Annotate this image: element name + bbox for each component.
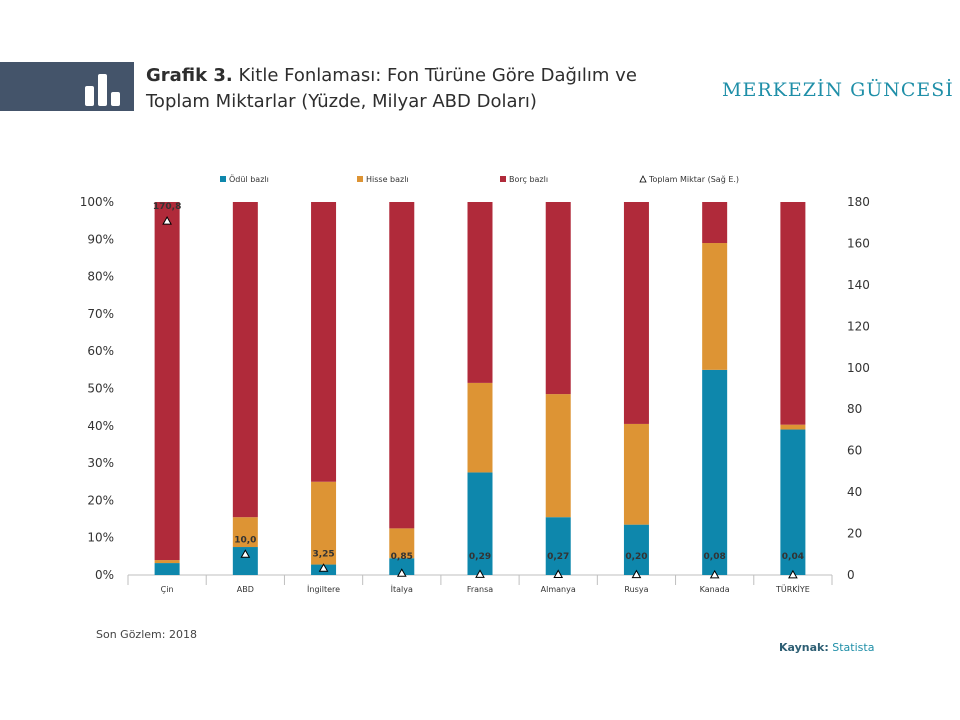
bar-2-0	[154, 202, 180, 561]
last-observation-note: Son Gözlem: 2018	[96, 628, 197, 641]
bar-1-5	[545, 394, 571, 518]
total-data-label: 0,08	[704, 552, 726, 562]
total-data-label: 10,0	[234, 535, 256, 545]
legend-swatch-2	[500, 176, 506, 182]
x-tick-label: Kanada	[700, 585, 730, 594]
bar-2-5	[545, 202, 571, 395]
y-right-tick-label: 140	[847, 278, 870, 292]
total-marker	[631, 569, 642, 579]
total-data-label: 0,04	[782, 552, 804, 562]
y-left-tick-label: 100%	[80, 195, 114, 209]
total-data-label: 170,8	[153, 202, 181, 212]
y-right-tick-label: 120	[847, 319, 870, 333]
total-data-label: 3,25	[312, 549, 334, 559]
y-left-tick-label: 30%	[87, 456, 114, 470]
legend-label-2: Borç bazlı	[509, 175, 548, 184]
y-left-tick-label: 20%	[87, 493, 114, 507]
y-left-tick-label: 60%	[87, 344, 114, 358]
legend-label-total: Toplam Miktar (Sağ E.)	[648, 175, 739, 184]
bar-2-8	[780, 202, 806, 425]
bar-1-2	[311, 481, 337, 565]
y-right-tick-label: 40	[847, 485, 862, 499]
y-left-tick-label: 90%	[87, 232, 114, 246]
source-label: Kaynak:	[779, 641, 829, 654]
legend-label-0: Ödül bazlı	[229, 174, 269, 184]
x-tick-label: İtalya	[391, 584, 413, 594]
bar-0-5	[545, 517, 571, 575]
bar-1-1	[232, 517, 258, 548]
bar-0-6	[623, 524, 649, 575]
chart-title-text: Kitle Fonlaması: Fon Türüne Göre Dağılım…	[146, 65, 637, 112]
x-tick-label: Fransa	[467, 585, 493, 594]
total-data-label: 0,29	[469, 552, 491, 562]
bar-1-8	[780, 424, 806, 430]
bar-1-4	[467, 382, 493, 473]
total-marker	[709, 569, 720, 579]
bar-2-1	[232, 202, 258, 518]
y-right-tick-label: 100	[847, 361, 870, 375]
total-data-label: 0,27	[547, 552, 569, 562]
total-marker	[475, 569, 485, 578]
y-right-tick-label: 60	[847, 444, 862, 458]
brand-logo-text: MERKEZİN GÜNCESİ	[722, 79, 954, 101]
chart-area: Ödül bazlı Hisse bazlı Borç bazlı Toplam Mi…	[60, 165, 900, 605]
y-left-tick-label: 50%	[87, 382, 114, 396]
total-data-label: 0,85	[391, 552, 413, 562]
bar-0-4	[467, 472, 493, 575]
bar-1-0	[154, 560, 180, 564]
bar-0-8	[780, 429, 806, 575]
total-marker	[788, 569, 798, 579]
chart-title: Grafik 3. Kitle Fonlaması: Fon Türüne Gö…	[146, 63, 686, 115]
x-tick-label: Çin	[161, 585, 174, 594]
bar-chart-icon	[85, 74, 120, 106]
bar-2-3	[389, 202, 415, 529]
y-left-tick-label: 70%	[87, 307, 114, 321]
y-left-tick-label: 10%	[87, 531, 114, 545]
bar-0-3	[389, 558, 415, 575]
y-right-tick-label: 160	[847, 236, 870, 250]
y-right-tick-label: 80	[847, 402, 862, 416]
bar-1-3	[389, 528, 415, 559]
legend-swatch-0	[220, 176, 226, 182]
source-note: Kaynak: Statista	[779, 641, 874, 654]
y-right-tick-label: 20	[847, 527, 862, 541]
bar-0-7	[702, 369, 728, 575]
y-left-tick-label: 40%	[87, 419, 114, 433]
x-tick-label: İngiltere	[307, 584, 340, 594]
bar-1-7	[702, 243, 728, 370]
total-marker	[318, 563, 329, 572]
y-right-tick-label: 180	[847, 195, 870, 209]
legend-marker-total	[639, 175, 647, 183]
bar-0-0	[154, 563, 180, 575]
bar-2-2	[311, 202, 337, 482]
bar-2-4	[467, 202, 493, 383]
total-marker	[553, 569, 564, 578]
y-right-tick-label: 0	[847, 568, 855, 582]
legend-swatch-1	[357, 176, 363, 182]
bar-1-6	[623, 423, 649, 525]
bar-2-6	[623, 202, 649, 424]
source-value: Statista	[832, 641, 875, 654]
x-tick-label: TÜRKİYE	[775, 584, 810, 594]
x-tick-label: Rusya	[624, 585, 648, 594]
chart-title-lead: Grafik 3.	[146, 65, 233, 86]
total-marker	[396, 568, 407, 577]
y-left-tick-label: 80%	[87, 270, 114, 284]
y-left-tick-label: 0%	[95, 568, 114, 582]
total-marker	[240, 549, 251, 558]
bar-2-7	[702, 202, 728, 244]
x-tick-label: Almanya	[541, 585, 576, 594]
total-marker	[162, 216, 172, 225]
x-tick-label: ABD	[237, 585, 254, 594]
total-data-label: 0,20	[625, 552, 647, 562]
legend-label-1: Hisse bazlı	[366, 175, 409, 184]
stacked-bar-chart: Ödül bazlı Hisse bazlı Borç bazlı Toplam Mi…	[80, 174, 870, 594]
